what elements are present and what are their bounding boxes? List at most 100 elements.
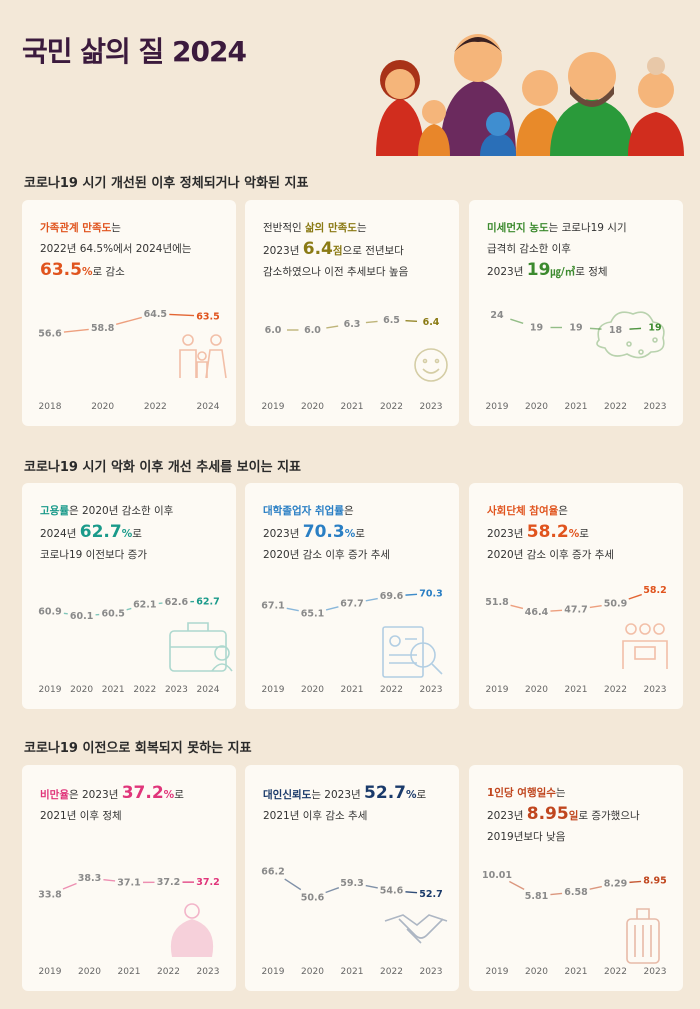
- desc-text: 는: [111, 222, 121, 234]
- series-line-segment: [103, 879, 116, 882]
- highlight-value: 8.95: [526, 804, 569, 824]
- series-line-segment: [365, 597, 378, 602]
- series-line-segment: [63, 328, 89, 333]
- line-chart: 2019 2020 2021 2022 2023 2024 60.9 60.1 60.5 62.1…: [38, 596, 233, 695]
- desc-text: 는 코로나19 시기: [548, 222, 627, 234]
- card-description: 비만율은 2023년 37.2%로 2021년 이후 정체: [40, 783, 226, 827]
- highlight-unit: 점: [332, 245, 343, 257]
- x-tick-label: 2021: [341, 967, 364, 977]
- desc-text: 전반적인: [263, 222, 305, 234]
- line-chart: 2019 2020 2021 2022 2023 67.1 65.1 67.7 69.6 70.3: [261, 588, 442, 695]
- data-label: 65.1: [301, 608, 324, 619]
- indicator-card: 2018 2020 2022 2024 56.6 58.8 64.5 63.5 가족관계 만족도…: [22, 200, 236, 426]
- desc-text: 코로나19 이전보다 증가: [40, 549, 147, 561]
- series-line-segment: [284, 878, 302, 891]
- data-label: 62.7: [196, 596, 219, 607]
- indicator-name: 대학졸업자 취업률: [263, 505, 344, 517]
- series-line-segment: [628, 593, 642, 600]
- desc-text: 2023년: [487, 266, 527, 278]
- highlight-value: 37.2: [121, 783, 164, 803]
- x-tick-label: 2022: [604, 402, 627, 412]
- highlight-unit: 일: [568, 810, 579, 822]
- data-label: 6.4: [423, 317, 440, 328]
- data-label: 46.4: [525, 607, 549, 618]
- indicator-card: 2019 2020 2021 2022 2023 24 19 19 18 19 미세먼지 농도는 코…: [469, 200, 683, 426]
- card-description: 가족관계 만족도는 2022년 64.5%에서 2024년에는 63.5%로 감소: [40, 218, 226, 283]
- x-tick-label: 2022: [380, 967, 403, 977]
- card-description: 전반적인 삶의 만족도는 2023년 6.4점으로 전년보다 감소하였으나 이전 추…: [263, 218, 449, 283]
- desc-text: 은 2023년: [68, 789, 122, 801]
- line-chart: 2019 2020 2021 2022 2023 10.01 5.81 6.58 8.29 8.9…: [482, 870, 667, 977]
- series-line-segment: [169, 313, 195, 317]
- data-label: 67.1: [261, 601, 284, 612]
- section-title-3: 코로나19 이전으로 회복되지 못하는 지표: [24, 741, 252, 756]
- desc-text: 로: [579, 528, 589, 540]
- data-label: 63.5: [196, 311, 219, 322]
- data-label: 69.6: [380, 591, 404, 602]
- desc-text: 2020년 감소 이후 증가 추세: [263, 549, 391, 561]
- card-description: 대학졸업자 취업률은 2023년 70.3%로 2020년 감소 이후 증가 추세: [263, 501, 449, 566]
- data-label: 50.9: [604, 599, 627, 610]
- x-tick-label: 2020: [301, 402, 324, 412]
- x-tick-label: 2020: [301, 967, 324, 977]
- x-tick-label: 2021: [565, 402, 588, 412]
- indicator-card: 2019 2020 2021 2022 2023 33.8 38.3 37.1 37.2 37.2…: [22, 765, 236, 991]
- x-tick-label: 2021: [102, 685, 125, 695]
- x-tick-label: 2019: [486, 402, 509, 412]
- line-chart: 2018 2020 2022 2024 56.6 58.8 64.5 63.5: [38, 309, 227, 412]
- card-description: 1인당 여행일수는 2023년 8.95일로 증가했으나 2019년보다 낮음: [487, 783, 673, 848]
- indicator-name: 대인신뢰도: [263, 789, 312, 801]
- desc-text: 감소하였으나 이전 추세보다 높음: [263, 266, 409, 278]
- data-label: 58.2: [643, 585, 666, 596]
- x-tick-label: 2024: [197, 685, 220, 695]
- desc-text: 급격히 감소한 이후: [487, 243, 571, 255]
- x-tick-label: 2021: [565, 967, 588, 977]
- series-line-segment: [589, 604, 602, 609]
- x-tick-label: 2021: [341, 685, 364, 695]
- card-description: 미세먼지 농도는 코로나19 시기 급격히 감소한 이후 2023년 19㎍/㎥로 …: [487, 218, 673, 283]
- x-tick-label: 2019: [262, 967, 285, 977]
- highlight-value: 70.3: [302, 522, 345, 542]
- data-label: 37.2: [196, 877, 219, 888]
- indicator-name: 비만율: [40, 789, 69, 801]
- x-tick-label: 2019: [39, 967, 62, 977]
- data-label: 64.5: [144, 309, 167, 320]
- desc-text: 2022년 64.5%에서 2024년에는: [40, 243, 192, 255]
- x-tick-label: 2021: [118, 967, 141, 977]
- desc-text: 2023년: [487, 810, 527, 822]
- data-label: 56.6: [38, 329, 62, 340]
- indicator-name: 미세먼지 농도: [487, 222, 549, 234]
- data-label: 60.9: [38, 606, 61, 617]
- indicator-name: 가족관계 만족도: [40, 222, 112, 234]
- highlight-value: 62.7: [79, 522, 122, 542]
- desc-text: 2023년: [487, 528, 527, 540]
- highlight-unit: %: [405, 789, 417, 801]
- highlight-unit: %: [344, 528, 356, 540]
- data-label: 51.8: [485, 597, 509, 608]
- card-description: 대인신뢰도는 2023년 52.7%로 2021년 이후 감소 추세: [263, 783, 449, 827]
- card-description: 사회단체 참여율은 2023년 58.2%로 2020년 감소 이후 증가 추세: [487, 501, 673, 566]
- indicator-card: 2019 2020 2021 2022 2023 51.8 46.4 47.7 50.9 58.2…: [469, 483, 683, 709]
- family-icon: [179, 334, 227, 379]
- indicator-card: 2019 2020 2021 2022 2023 2024 60.9 60.1 60.5 62.1…: [22, 483, 236, 709]
- desc-text: 은: [558, 505, 568, 517]
- highlight-value: 6.4: [302, 239, 333, 259]
- data-label: 5.81: [525, 891, 548, 902]
- group-icon: [622, 623, 668, 669]
- data-label: 19: [648, 323, 661, 334]
- data-label: 62.1: [133, 600, 156, 611]
- desc-text: 2021년 이후 감소 추세: [263, 810, 368, 822]
- highlight-unit: %: [568, 528, 580, 540]
- data-label: 33.8: [38, 889, 62, 900]
- data-label: 6.5: [383, 315, 400, 326]
- x-tick-label: 2020: [525, 685, 548, 695]
- series-line-segment: [550, 892, 563, 896]
- series-line-segment: [405, 891, 418, 894]
- series-line-segment: [325, 887, 340, 894]
- data-label: 19: [530, 323, 543, 334]
- data-label: 70.3: [419, 588, 442, 599]
- series-line-segment: [365, 884, 378, 889]
- highlight-unit: %: [163, 789, 175, 801]
- line-chart: 2019 2020 2021 2022 2023 51.8 46.4 47.7 50.9 58.2: [485, 585, 668, 695]
- x-tick-label: 2020: [301, 685, 324, 695]
